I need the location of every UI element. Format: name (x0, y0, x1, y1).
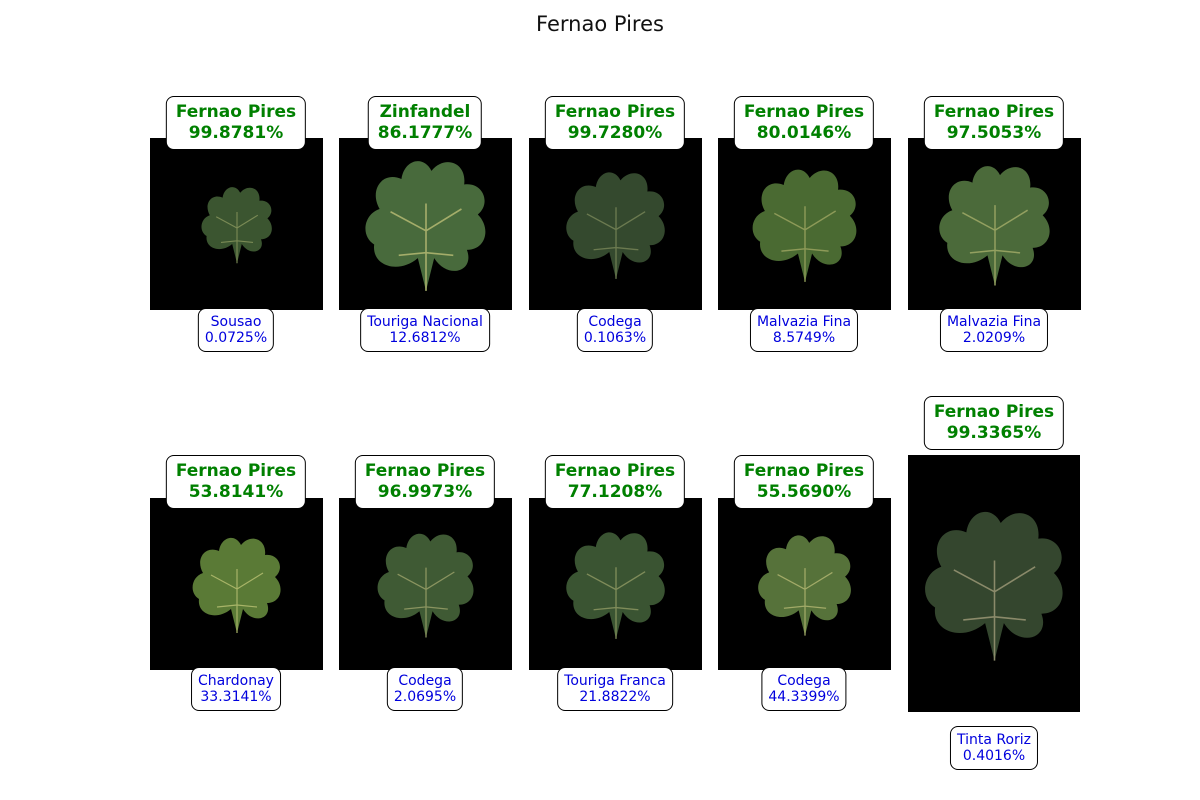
leaf-icon (200, 187, 272, 264)
second-prediction-label: Codega 0.1063% (576, 308, 654, 352)
top-prediction-label: Fernao Pires 77.1208% (544, 455, 686, 509)
leaf-icon (565, 532, 665, 639)
second-prediction-label: Touriga Nacional 12.6812% (360, 308, 490, 352)
leaf-icon (752, 169, 856, 282)
second-prediction-label: Codega 44.3399% (761, 667, 847, 711)
top-prediction-label: Fernao Pires 53.8141% (165, 455, 307, 509)
leaf-image-4 (718, 138, 891, 310)
leaf-image-2 (339, 138, 512, 310)
second-prediction-label: Chardonay 33.3141% (191, 667, 281, 711)
leaf-image-10 (908, 455, 1080, 712)
leaf-icon (364, 161, 485, 291)
second-prediction-label: Touriga Franca 21.8822% (557, 667, 673, 711)
top-prediction-label: Fernao Pires 55.5690% (733, 455, 875, 509)
leaf-image-3 (529, 138, 702, 310)
top-prediction-label: Fernao Pires 96.9973% (354, 455, 496, 509)
leaf-image-8 (529, 498, 702, 670)
leaf-icon (924, 511, 1063, 661)
leaf-image-5 (908, 138, 1081, 310)
leaf-icon (757, 535, 851, 636)
top-prediction-label: Fernao Pires 99.7280% (544, 96, 686, 150)
top-prediction-label: Fernao Pires 97.5053% (923, 96, 1065, 150)
leaf-image-9 (718, 498, 891, 670)
leaf-icon (192, 537, 281, 633)
second-prediction-label: Malvazia Fina 2.0209% (939, 308, 1049, 352)
leaf-image-1 (150, 138, 323, 310)
top-prediction-label: Zinfandel 86.1777% (367, 96, 483, 150)
leaf-icon (938, 166, 1050, 286)
second-prediction-label: Tinta Roriz 0.4016% (949, 726, 1039, 770)
top-prediction-label: Fernao Pires 99.8781% (165, 96, 307, 150)
second-prediction-label: Codega 2.0695% (386, 667, 464, 711)
leaf-image-6 (150, 498, 323, 670)
figure-title: Fernao Pires (536, 12, 664, 36)
leaf-image-7 (339, 498, 512, 670)
second-prediction-label: Malvazia Fina 8.5749% (749, 308, 859, 352)
leaf-icon (377, 533, 474, 638)
leaf-icon (565, 172, 665, 279)
top-prediction-label: Fernao Pires 99.3365% (923, 396, 1065, 450)
second-prediction-label: Sousao 0.0725% (197, 308, 275, 352)
top-prediction-label: Fernao Pires 80.0146% (733, 96, 875, 150)
